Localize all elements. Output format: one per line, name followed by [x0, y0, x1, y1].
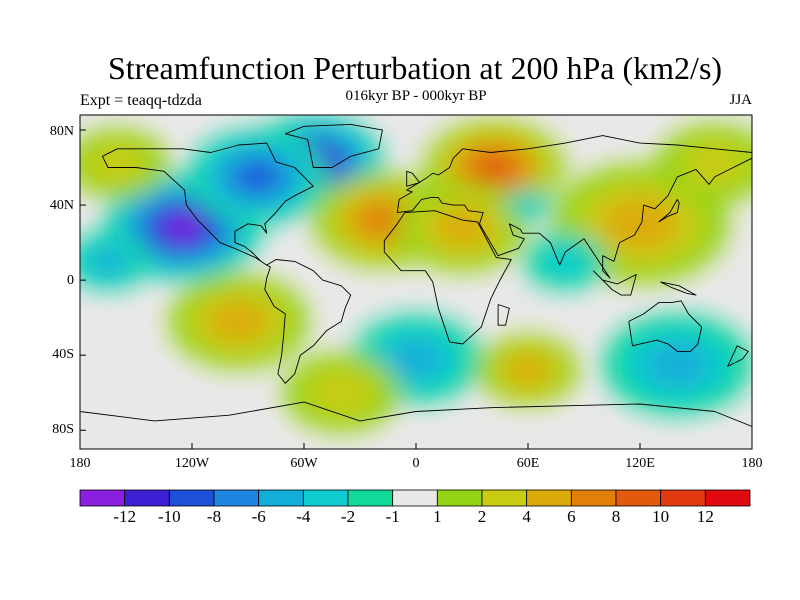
- lat-tick-40n: 40N: [49, 198, 74, 213]
- land-outline-5: [284, 123, 383, 168]
- field-blob-16-level-1: [514, 195, 542, 215]
- field-blob-2-level-4: [238, 163, 277, 190]
- continent-outlines: [80, 123, 752, 427]
- colorbar-label-6: -1: [385, 507, 400, 526]
- colorbar-label-3: -6: [251, 507, 266, 526]
- lat-tick-80s: 80S: [52, 422, 74, 437]
- colorbar-label-5: -2: [340, 507, 356, 526]
- land-outline-0: [101, 142, 314, 266]
- colorbar-swatch-1: [124, 489, 170, 507]
- field-blob-13-level-1: [86, 142, 149, 185]
- colorbar-label-12: 10: [652, 507, 670, 526]
- field-blob-0-level-6: [166, 216, 199, 239]
- colorbar-swatch-6: [347, 489, 394, 507]
- field-blob-7-level-2: [602, 197, 678, 250]
- colorbar-swatch-11: [570, 489, 617, 507]
- map-area: [80, 115, 752, 449]
- field-blob-11-level-2: [506, 355, 550, 386]
- lon-tick-120e: 120E: [625, 456, 655, 471]
- colorbar-swatch-2: [168, 489, 215, 507]
- field-blob-3-level-2: [90, 249, 126, 274]
- field-blob-6-level-2: [434, 208, 491, 247]
- colorbar-swatch-7: [392, 489, 438, 507]
- land-outline-3: [396, 135, 752, 279]
- colorbar-swatch-3: [213, 489, 260, 507]
- land-outline-9: [592, 270, 637, 296]
- colorbar-label-2: -8: [206, 507, 222, 526]
- experiment-label: Expt = teaqq-tdzda: [80, 92, 202, 109]
- colorbar-label-11: 8: [611, 507, 621, 526]
- lat-tick-0: 0: [67, 273, 74, 288]
- land-outline-11: [727, 345, 749, 367]
- lon-tick-0: 0: [412, 456, 420, 471]
- field-blob-9-level-2: [208, 301, 269, 342]
- lat-tick-80n: 80N: [49, 124, 74, 139]
- land-outline-10: [660, 281, 697, 296]
- colorbar-swatch-13: [660, 489, 706, 507]
- colorbar-swatch-0: [79, 489, 126, 507]
- colorbar-label-13: 12: [696, 507, 714, 526]
- colorbar-label-10: 6: [567, 507, 576, 526]
- colorbar-label-7: 1: [433, 507, 442, 526]
- land-outline-1: [264, 259, 352, 384]
- field-blob-5-level-4: [475, 154, 514, 181]
- season-label: JJA: [729, 92, 752, 108]
- land-outline-12: [497, 304, 510, 326]
- land-outline-4: [628, 300, 703, 352]
- colorbar-label-1: -10: [157, 507, 181, 526]
- colorbar-swatch-5: [302, 489, 349, 507]
- colorbar-label-4: -4: [296, 507, 311, 526]
- lon-tick-60e: 60E: [516, 456, 540, 471]
- colorbar-label-8: 2: [477, 507, 487, 526]
- colorbar-swatch-8: [436, 489, 483, 507]
- colorbar-swatch-10: [526, 489, 572, 507]
- colorbar-label-0: -12: [113, 507, 136, 526]
- axis-ticks: [79, 129, 753, 449]
- field-blob-8-level-1: [679, 139, 750, 188]
- lon-tick-180e: 180: [741, 456, 763, 471]
- lon-tick-60w: 60W: [290, 456, 318, 471]
- chart-subtitle: 016kyr BP - 000kyr BP: [345, 88, 487, 104]
- field-blob-15-level-1: [540, 244, 591, 279]
- colorbar: [79, 489, 751, 507]
- land-outline-7: [80, 401, 752, 427]
- field-blob-14-level-1: [306, 368, 377, 417]
- land-outline-8: [658, 198, 680, 223]
- land-outline-6: [406, 170, 421, 187]
- colorbar-swatch-9: [481, 489, 528, 507]
- colorbar-swatch-4: [258, 489, 304, 507]
- field-blob-12-level-2: [645, 342, 710, 387]
- lon-tick-180w: 180: [69, 456, 91, 471]
- colorbar-label-9: 4: [522, 507, 531, 526]
- colorbar-swatch-14: [704, 489, 751, 507]
- field-blob-10-level-2: [388, 339, 444, 378]
- land-outline-2: [383, 210, 512, 345]
- lat-tick-40s: 40S: [52, 347, 74, 362]
- chart-title: Streamfunction Perturbation at 200 hPa (…: [107, 50, 723, 86]
- lon-tick-120w: 120W: [174, 456, 210, 471]
- colorbar-swatch-12: [615, 489, 662, 507]
- contour-fields: [80, 115, 752, 433]
